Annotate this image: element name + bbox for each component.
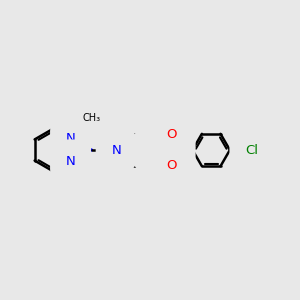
Text: O: O bbox=[166, 159, 177, 172]
Text: Cl: Cl bbox=[245, 143, 258, 157]
Text: N: N bbox=[66, 132, 76, 145]
Text: O: O bbox=[166, 128, 177, 141]
Text: N: N bbox=[112, 143, 121, 157]
Text: S: S bbox=[166, 142, 176, 158]
Text: CH₃: CH₃ bbox=[83, 113, 101, 123]
Text: N: N bbox=[148, 143, 158, 157]
Text: N: N bbox=[66, 155, 76, 168]
